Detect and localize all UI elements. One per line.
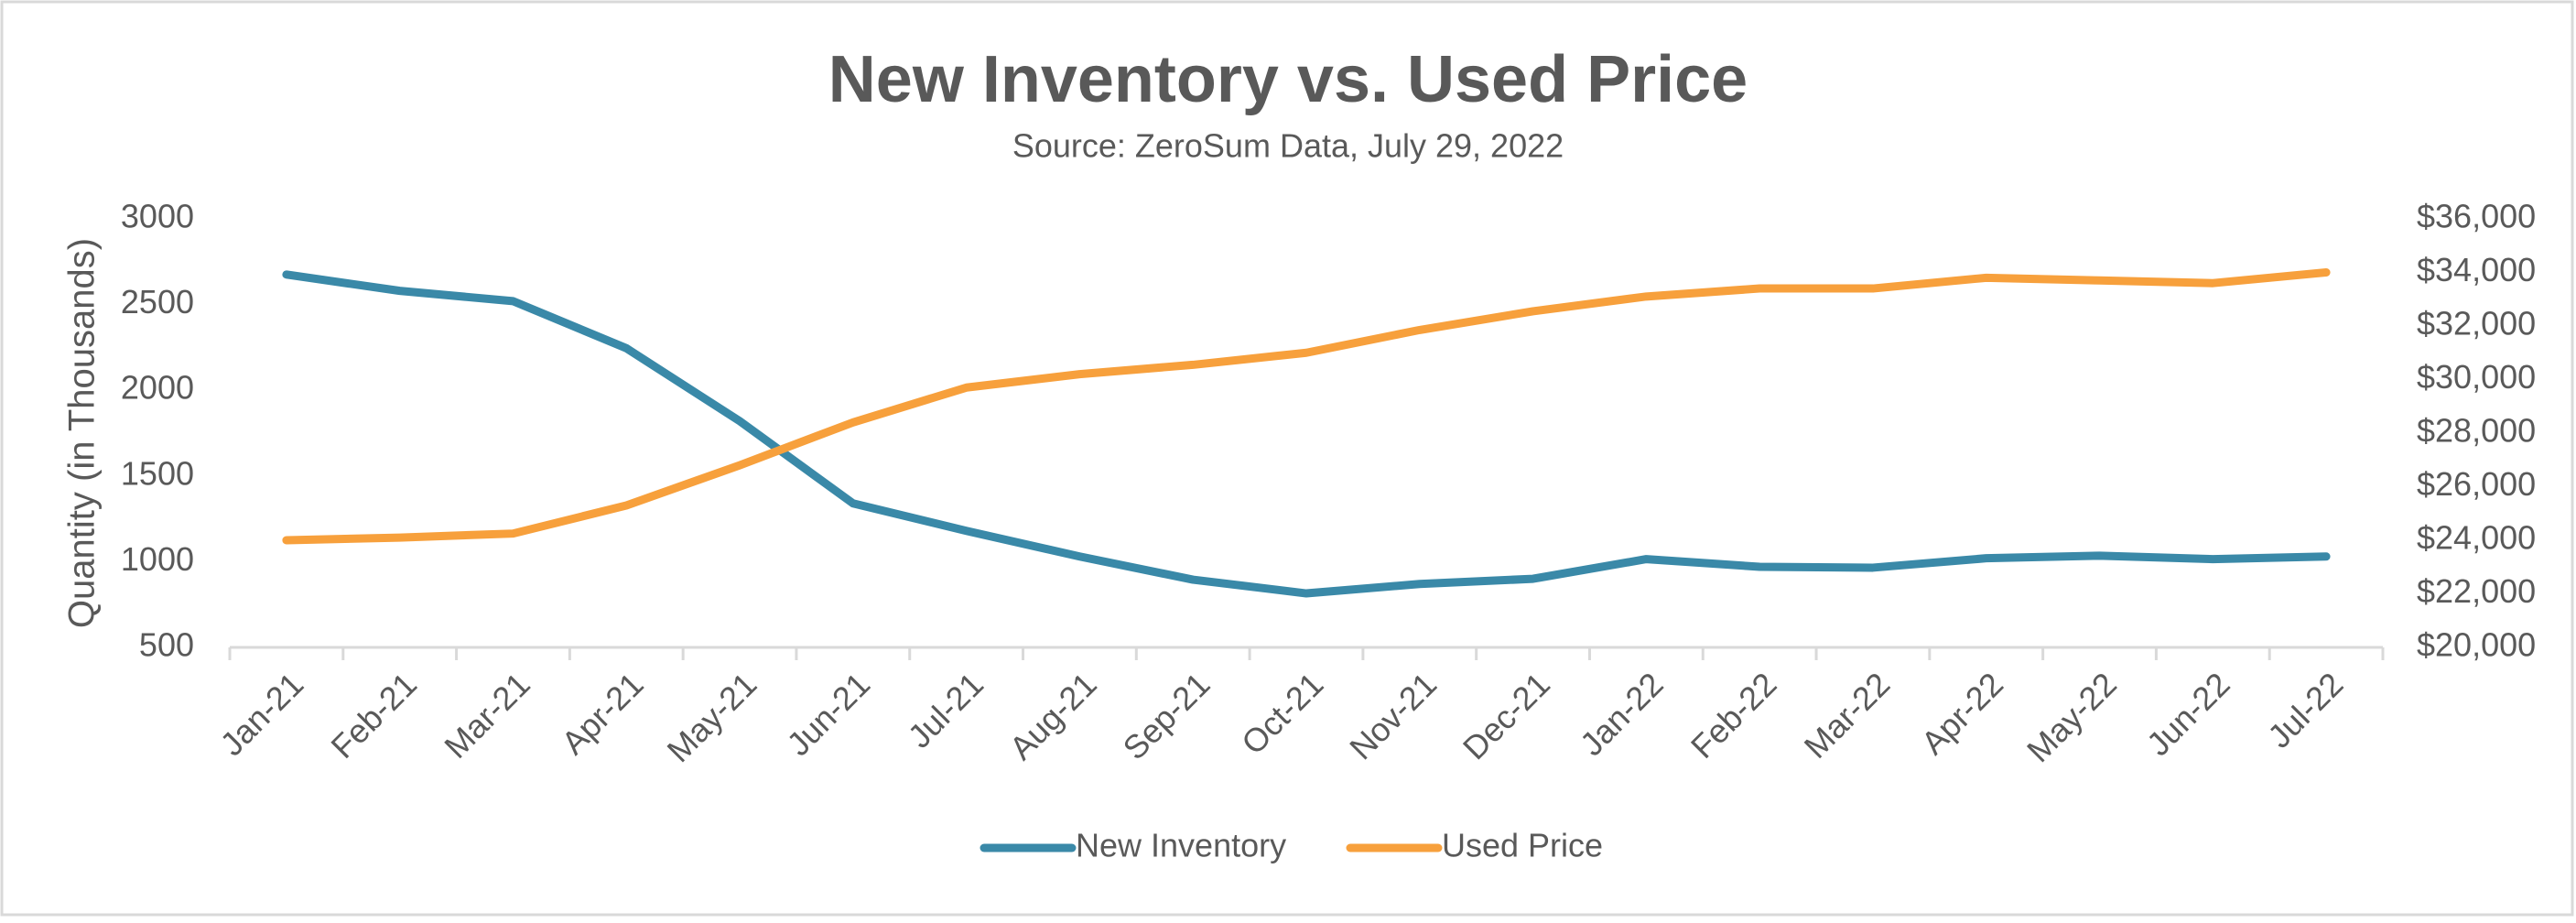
legend-label: Used Price <box>1442 827 1603 864</box>
y2-tick-label: $22,000 <box>2417 572 2536 610</box>
chart-title: New Inventory vs. Used Price <box>828 43 1748 116</box>
y2-tick-label: $20,000 <box>2417 626 2536 664</box>
y2-tick-label: $24,000 <box>2417 519 2536 557</box>
y-tick-label: 1500 <box>121 454 194 492</box>
y-axis-label: Quantity (in Thousands) <box>62 238 103 628</box>
y2-tick-label: $30,000 <box>2417 358 2536 396</box>
y2-tick-label: $34,000 <box>2417 251 2536 288</box>
y2-tick-label: $28,000 <box>2417 412 2536 450</box>
y-tick-label: 1000 <box>121 540 194 578</box>
y-tick-label: 3000 <box>121 198 194 235</box>
y2-tick-label: $26,000 <box>2417 465 2536 503</box>
y2-tick-label: $32,000 <box>2417 305 2536 342</box>
y-tick-label: 2000 <box>121 369 194 407</box>
chart-subtitle: Source: ZeroSum Data, July 29, 2022 <box>1012 127 1564 165</box>
y-tick-label: 500 <box>139 626 194 664</box>
series-line <box>282 268 2331 545</box>
legend-label: New Inventory <box>1076 827 1286 864</box>
y-tick-label: 2500 <box>121 283 194 320</box>
y2-tick-label: $36,000 <box>2417 198 2536 235</box>
series-line <box>282 270 2331 598</box>
